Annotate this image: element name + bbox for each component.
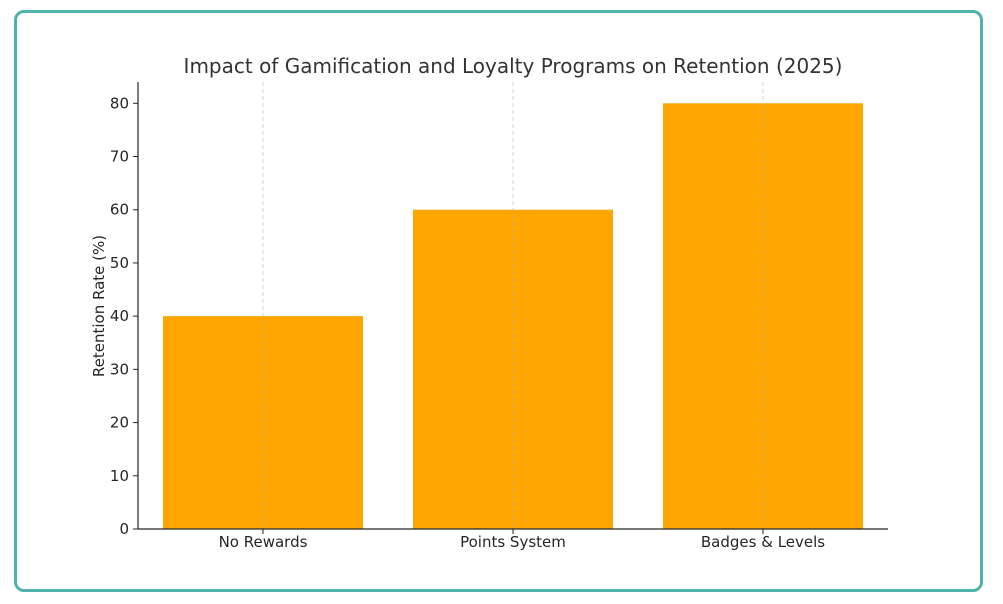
y-tick-label: 20 — [110, 414, 129, 432]
y-tick-label: 10 — [110, 467, 129, 485]
y-axis-label: Retention Rate (%) — [90, 235, 108, 377]
chart-title: Impact of Gamification and Loyalty Progr… — [184, 54, 843, 78]
y-tick-label: 70 — [110, 148, 129, 166]
vertical-grid-lines — [262, 82, 764, 529]
x-axis-ticks: No Rewards Points System Badges & Levels — [219, 529, 825, 551]
y-tick-label: 80 — [110, 94, 129, 112]
y-axis-ticks: 0 10 20 30 40 50 60 70 80 — [110, 94, 138, 538]
y-tick-label: 50 — [110, 254, 129, 272]
y-tick-label: 30 — [110, 360, 129, 378]
y-tick-label: 40 — [110, 307, 129, 325]
x-tick-label: No Rewards — [219, 533, 308, 551]
y-tick-label: 60 — [110, 201, 129, 219]
x-tick-label: Badges & Levels — [701, 533, 825, 551]
x-tick-label: Points System — [460, 533, 566, 551]
y-tick-label: 0 — [119, 520, 129, 538]
